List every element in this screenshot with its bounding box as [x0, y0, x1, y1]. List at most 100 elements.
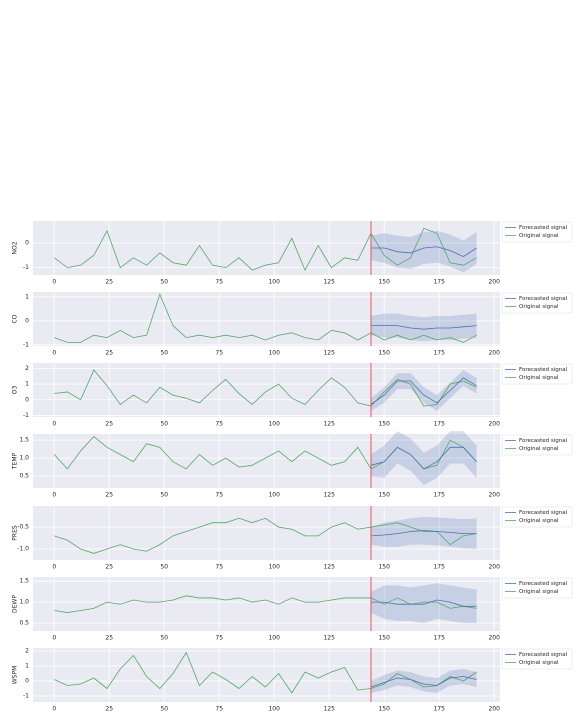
- x-tick-label: 0: [52, 635, 56, 642]
- subplot: 0 25 50 75 100 125 150 175 200 0.5 1.0 1.5 TEMP Forec…: [12, 431, 573, 499]
- y-axis-label: WSPM: [12, 666, 19, 685]
- subplot: 0 25 50 75 100 125 150 175 200 -1 0 NO2 Forecasted s…: [12, 221, 573, 286]
- legend-label: Original signal: [519, 304, 559, 310]
- x-tick-label: 150: [378, 350, 390, 357]
- x-tick-label: 200: [488, 279, 500, 286]
- series-line: [54, 651, 477, 694]
- legend-label: Original signal: [519, 375, 559, 381]
- confidence-band: [370, 669, 477, 693]
- y-tick-label: -1: [23, 264, 29, 271]
- x-tick-label: 0: [52, 350, 56, 357]
- x-tick-label: 200: [488, 564, 500, 571]
- x-tick-label: 25: [105, 635, 113, 642]
- x-tick-label: 50: [160, 279, 168, 286]
- plot-area: [33, 221, 500, 275]
- series-line: [54, 595, 477, 613]
- y-tick-label: 2: [25, 365, 29, 372]
- y-tick-label: 0.5: [19, 620, 29, 627]
- legend-label: Original signal: [519, 518, 559, 524]
- x-tick-label: 50: [160, 635, 168, 642]
- legend-box: [501, 577, 573, 599]
- x-tick-label: 50: [160, 421, 168, 428]
- x-tick-label: 200: [488, 635, 500, 642]
- x-tick-label: 175: [433, 706, 445, 713]
- legend-box: [501, 506, 573, 528]
- x-tick-label: 100: [268, 421, 280, 428]
- subplot: 0 25 50 75 100 125 150 175 200 0.5 1.0 1.5 DEWP Forec…: [12, 577, 573, 642]
- legend: Forecasted signal Original signal: [501, 434, 573, 456]
- y-tick-label: -0.5: [17, 524, 29, 531]
- subplot: 0 25 50 75 100 125 150 175 200 -1 0 1 2 O3 Forecasted …: [12, 363, 573, 428]
- legend: Forecasted signal Original signal: [501, 292, 573, 314]
- x-tick-label: 150: [378, 706, 390, 713]
- x-tick-label: 50: [160, 564, 168, 571]
- series-line: [370, 377, 477, 405]
- legend-label: Forecasted signal: [519, 225, 568, 231]
- x-tick-label: 125: [323, 421, 335, 428]
- subplot: 0 25 50 75 100 125 150 175 200 -1 0 1 2 WSPM Forecaste…: [12, 648, 573, 713]
- subplot: 0 25 50 75 100 125 150 175 200 -1 0 1 CO Forecasted s…: [12, 292, 573, 357]
- legend: Forecasted signal Original signal: [501, 648, 573, 670]
- x-tick-label: 175: [433, 350, 445, 357]
- x-tick-label: 75: [215, 421, 223, 428]
- y-axis-label: DEWP: [12, 595, 19, 613]
- x-tick-label: 175: [433, 635, 445, 642]
- y-tick-label: 0: [25, 317, 29, 324]
- x-tick-label: 125: [323, 492, 335, 499]
- legend-label: Original signal: [519, 589, 559, 595]
- legend: Forecasted signal Original signal: [501, 363, 573, 385]
- confidence-band: [370, 431, 477, 486]
- x-tick-label: 100: [268, 492, 280, 499]
- plot-area: [33, 648, 500, 702]
- y-axis-label: NO2: [12, 241, 19, 254]
- legend-box: [501, 648, 573, 670]
- y-tick-label: 0.5: [19, 473, 29, 480]
- x-tick-label: 200: [488, 492, 500, 499]
- legend-label: Original signal: [519, 660, 559, 666]
- legend: Forecasted signal Original signal: [501, 577, 573, 599]
- legend-box: [501, 434, 573, 456]
- x-tick-label: 0: [52, 706, 56, 713]
- x-tick-label: 150: [378, 421, 390, 428]
- y-tick-label: -1.0: [17, 546, 29, 553]
- y-tick-label: -1: [23, 693, 29, 700]
- legend-label: Forecasted signal: [519, 581, 568, 587]
- x-tick-label: 25: [105, 279, 113, 286]
- plot-area: [33, 506, 500, 560]
- y-axis-label: PRES: [12, 525, 19, 541]
- legend: Forecasted signal Original signal: [501, 221, 573, 243]
- y-tick-label: 1: [25, 381, 29, 388]
- x-tick-label: 150: [378, 635, 390, 642]
- legend-box: [501, 292, 573, 314]
- confidence-band: [370, 370, 477, 411]
- x-tick-label: 25: [105, 350, 113, 357]
- series-line: [53, 227, 477, 272]
- series-line: [370, 446, 477, 470]
- x-tick-label: 100: [268, 350, 280, 357]
- series-line: [370, 599, 477, 607]
- x-tick-label: 175: [433, 564, 445, 571]
- x-tick-label: 75: [215, 564, 223, 571]
- confidence-band: [370, 313, 477, 342]
- x-tick-label: 125: [323, 350, 335, 357]
- legend-label: Original signal: [519, 233, 559, 239]
- x-tick-label: 200: [488, 421, 500, 428]
- x-tick-label: 175: [433, 492, 445, 499]
- x-tick-label: 75: [215, 635, 223, 642]
- x-tick-label: 125: [323, 279, 335, 286]
- x-tick-label: 150: [378, 492, 390, 499]
- x-tick-label: 25: [105, 421, 113, 428]
- plot-area: [33, 363, 500, 417]
- legend-box: [501, 221, 573, 243]
- legend-label: Forecasted signal: [519, 296, 568, 302]
- x-tick-label: 175: [433, 421, 445, 428]
- x-tick-label: 0: [52, 564, 56, 571]
- x-tick-label: 50: [160, 350, 168, 357]
- x-tick-label: 25: [105, 564, 113, 571]
- plot-area: [33, 434, 500, 488]
- y-tick-label: 1.0: [19, 599, 29, 606]
- x-tick-label: 125: [323, 564, 335, 571]
- y-tick-label: 0: [25, 396, 29, 403]
- x-tick-label: 50: [160, 492, 168, 499]
- y-tick-label: 0: [25, 240, 29, 247]
